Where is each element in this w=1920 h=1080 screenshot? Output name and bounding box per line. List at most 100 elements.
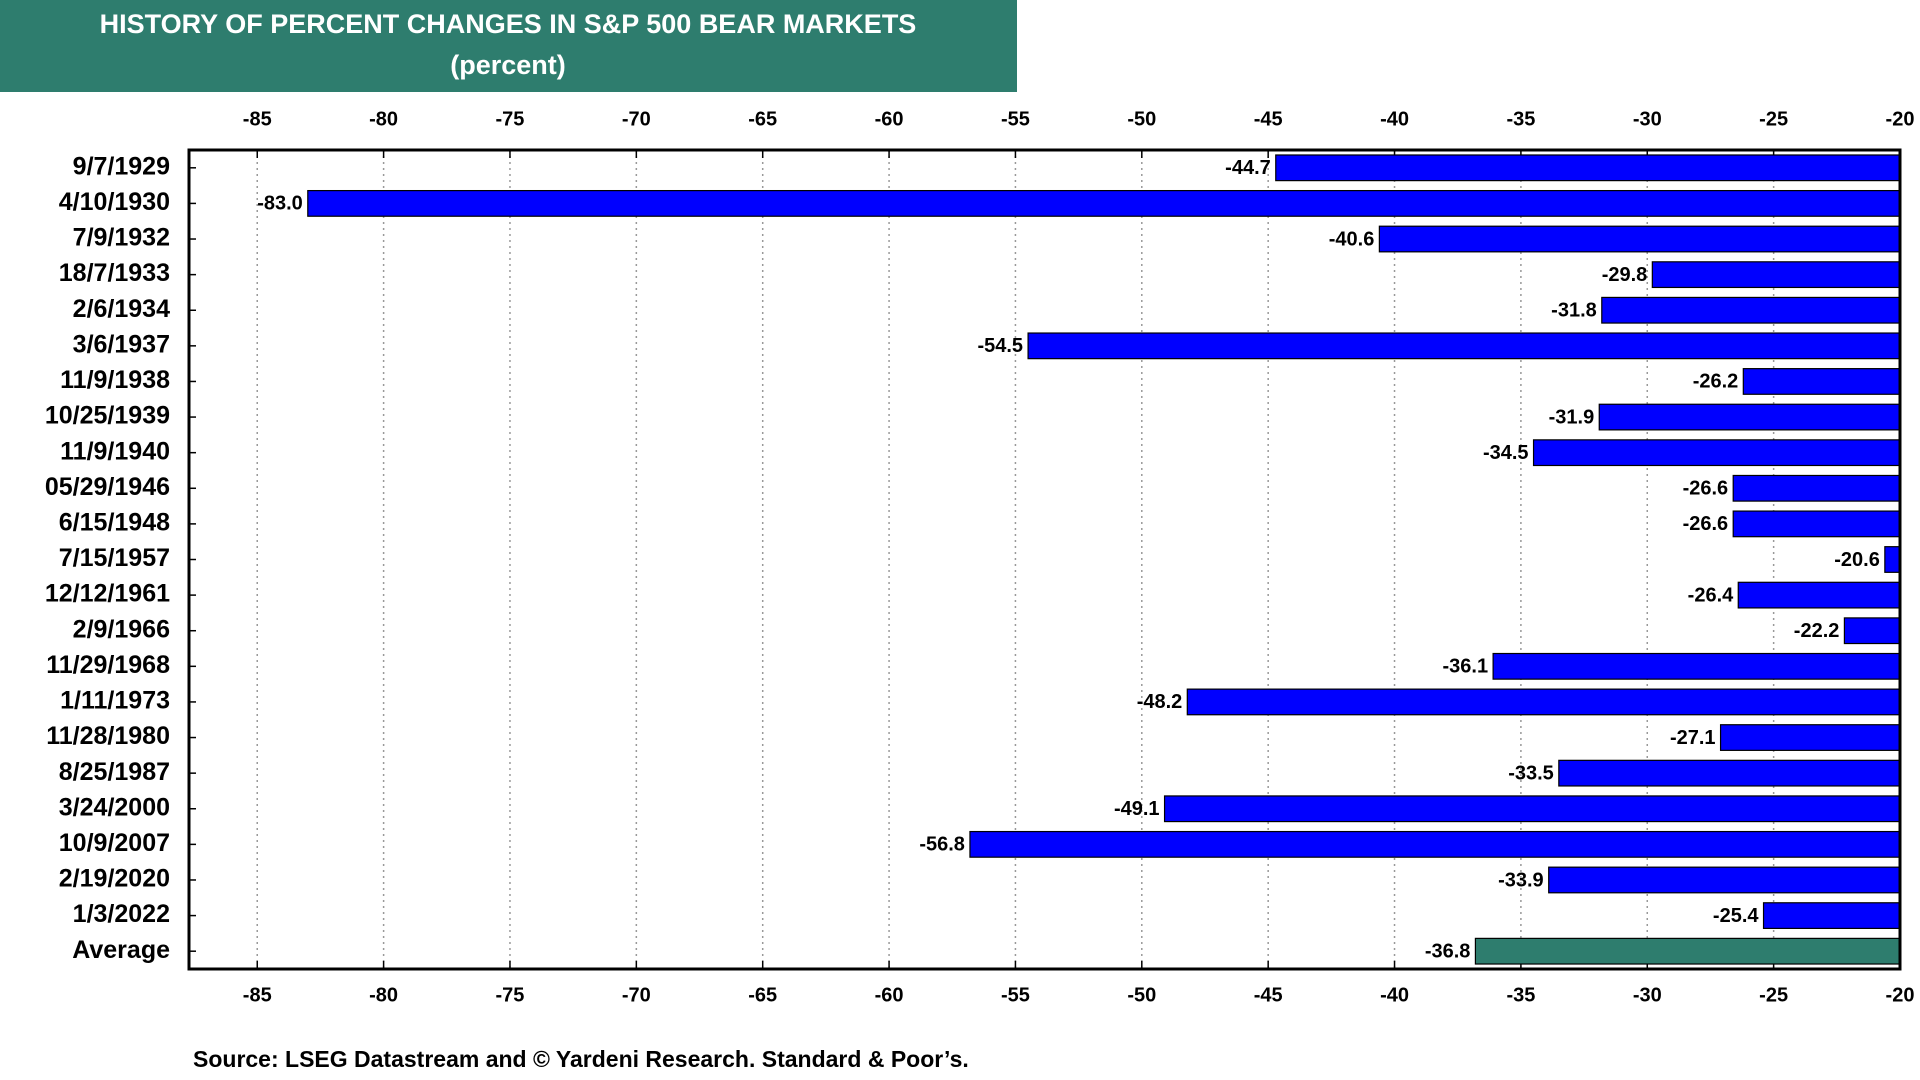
category-label: 2/19/2020 — [59, 865, 170, 893]
category-label: 1/3/2022 — [73, 900, 170, 928]
category-label: 4/10/1930 — [59, 188, 170, 216]
category-label: 7/15/1957 — [59, 544, 170, 572]
bar — [1884, 546, 1901, 573]
value-label: -20.6 — [1834, 549, 1880, 571]
x-tick-label-top: -30 — [1633, 108, 1662, 130]
category-label: 3/6/1937 — [73, 330, 170, 358]
category-label: 11/9/1940 — [60, 437, 170, 465]
value-label: -31.9 — [1549, 406, 1595, 428]
bar — [1742, 368, 1901, 395]
category-label: Average — [72, 936, 170, 964]
x-tick-label-bottom: -80 — [369, 984, 398, 1006]
category-label: 11/29/1968 — [46, 651, 170, 679]
value-label: -83.0 — [257, 193, 303, 215]
bar — [1548, 866, 1901, 894]
bar — [1378, 225, 1901, 253]
source-note: Source: LSEG Datastream and © Yardeni Re… — [193, 1046, 969, 1072]
category-label: 10/25/1939 — [45, 402, 170, 430]
value-label: -31.8 — [1551, 300, 1597, 322]
title-box — [0, 0, 1017, 92]
bar — [1027, 332, 1901, 360]
x-tick-label-bottom: -45 — [1254, 984, 1283, 1006]
x-tick-label-top: -60 — [875, 108, 904, 130]
value-label: -48.2 — [1137, 691, 1183, 713]
x-tick-label-bottom: -60 — [875, 984, 904, 1006]
value-label: -26.6 — [1683, 513, 1729, 535]
bar — [1275, 154, 1901, 182]
x-tick-label-bottom: -75 — [496, 984, 525, 1006]
category-label: 05/29/1946 — [45, 473, 170, 501]
bar — [1598, 403, 1901, 431]
bar — [1474, 937, 1901, 965]
value-label: -26.6 — [1683, 478, 1729, 500]
bar — [1186, 688, 1901, 716]
bar — [1532, 439, 1901, 467]
bar — [1762, 902, 1901, 930]
category-label: 3/24/2000 — [59, 793, 170, 821]
bar — [1843, 617, 1901, 645]
x-tick-label-top: -20 — [1886, 108, 1915, 130]
bar — [1732, 474, 1901, 502]
category-label: 12/12/1961 — [45, 580, 170, 608]
value-label: -49.1 — [1114, 798, 1160, 820]
value-label: -44.7 — [1225, 157, 1271, 179]
bar — [1719, 724, 1901, 751]
x-tick-label-bottom: -25 — [1759, 984, 1788, 1006]
bar — [1737, 581, 1901, 609]
x-tick-label-bottom: -20 — [1886, 984, 1915, 1006]
x-tick-label-top: -25 — [1759, 108, 1788, 130]
value-label: -36.8 — [1425, 940, 1471, 962]
x-tick-label-bottom: -55 — [1001, 984, 1030, 1006]
value-label: -26.4 — [1688, 584, 1734, 606]
chart-title: HISTORY OF PERCENT CHANGES IN S&P 500 BE… — [100, 9, 917, 39]
value-label: -33.9 — [1498, 869, 1544, 891]
x-tick-label-top: -75 — [496, 108, 525, 130]
x-tick-label-top: -85 — [243, 108, 272, 130]
bar — [1732, 510, 1901, 538]
category-label: 1/11/1973 — [60, 687, 170, 715]
x-tick-label-top: -35 — [1506, 108, 1535, 130]
bar — [1163, 795, 1901, 823]
plot-frame — [187, 148, 1902, 971]
x-tick-label-bottom: -85 — [243, 984, 272, 1006]
x-tick-label-top: -45 — [1254, 108, 1283, 130]
x-tick-label-top: -65 — [748, 108, 777, 130]
category-label: 11/28/1980 — [46, 722, 170, 750]
value-label: -26.2 — [1693, 371, 1739, 393]
bar — [969, 830, 1901, 858]
x-tick-label-top: -70 — [622, 108, 651, 130]
value-label: -25.4 — [1713, 905, 1759, 927]
x-tick-label-top: -50 — [1127, 108, 1156, 130]
value-label: -22.2 — [1794, 620, 1840, 642]
category-label: 2/6/1934 — [73, 295, 170, 323]
value-label: -27.1 — [1670, 727, 1716, 749]
bar — [1558, 759, 1901, 787]
category-label: 10/9/2007 — [59, 829, 170, 857]
category-label: 8/25/1987 — [59, 758, 170, 786]
bar — [307, 189, 1901, 217]
value-label: -36.1 — [1443, 656, 1489, 678]
category-label: 2/9/1966 — [73, 615, 170, 643]
value-label: -33.5 — [1508, 762, 1554, 784]
category-label: 7/9/1932 — [73, 224, 170, 252]
category-label: 11/9/1938 — [60, 366, 170, 394]
bar — [1601, 296, 1901, 324]
bar — [1651, 261, 1901, 289]
chart-subtitle: (percent) — [450, 50, 566, 80]
x-tick-label-bottom: -35 — [1506, 984, 1535, 1006]
x-tick-label-bottom: -65 — [748, 984, 777, 1006]
value-label: -56.8 — [919, 834, 965, 856]
x-tick-label-bottom: -50 — [1127, 984, 1156, 1006]
value-label: -40.6 — [1329, 228, 1375, 250]
x-tick-label-bottom: -40 — [1380, 984, 1409, 1006]
x-tick-label-bottom: -70 — [622, 984, 651, 1006]
value-label: -54.5 — [977, 335, 1023, 357]
x-tick-label-top: -55 — [1001, 108, 1030, 130]
category-label: 18/7/1933 — [59, 259, 170, 287]
value-label: -29.8 — [1602, 264, 1648, 286]
x-tick-label-top: -40 — [1380, 108, 1409, 130]
x-tick-label-bottom: -30 — [1633, 984, 1662, 1006]
bar — [1492, 652, 1901, 680]
